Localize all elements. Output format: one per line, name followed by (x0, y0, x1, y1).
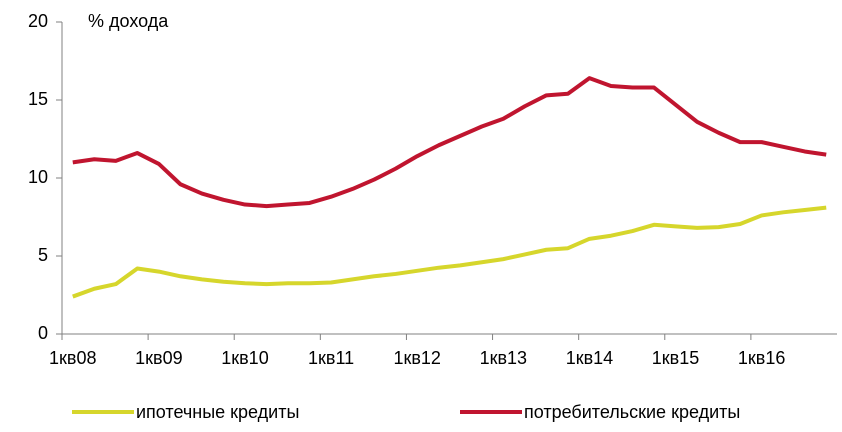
x-tick-label: 1кв16 (738, 348, 785, 368)
series-line (72, 205, 827, 299)
legend-label: потребительские кредиты (524, 402, 740, 422)
y-tick-label: 20 (28, 11, 48, 31)
y-tick-label: 10 (28, 167, 48, 187)
y-tick-label: 5 (38, 245, 48, 265)
x-tick-label: 1кв13 (480, 348, 527, 368)
y-tick-label: 15 (28, 89, 48, 109)
x-tick-label: 1кв08 (49, 348, 96, 368)
x-tick-label: 1кв14 (566, 348, 613, 368)
y-tick-label: 0 (38, 323, 48, 343)
x-tick-label: 1кв15 (652, 348, 699, 368)
y-axis-label: % дохода (88, 11, 169, 31)
x-tick-label: 1кв09 (135, 348, 182, 368)
legend-label: ипотечные кредиты (136, 402, 299, 422)
x-tick-label: 1кв10 (221, 348, 268, 368)
x-tick-label: 1кв11 (308, 348, 354, 368)
x-tick-label: 1кв12 (393, 348, 440, 368)
series-line (72, 76, 827, 209)
